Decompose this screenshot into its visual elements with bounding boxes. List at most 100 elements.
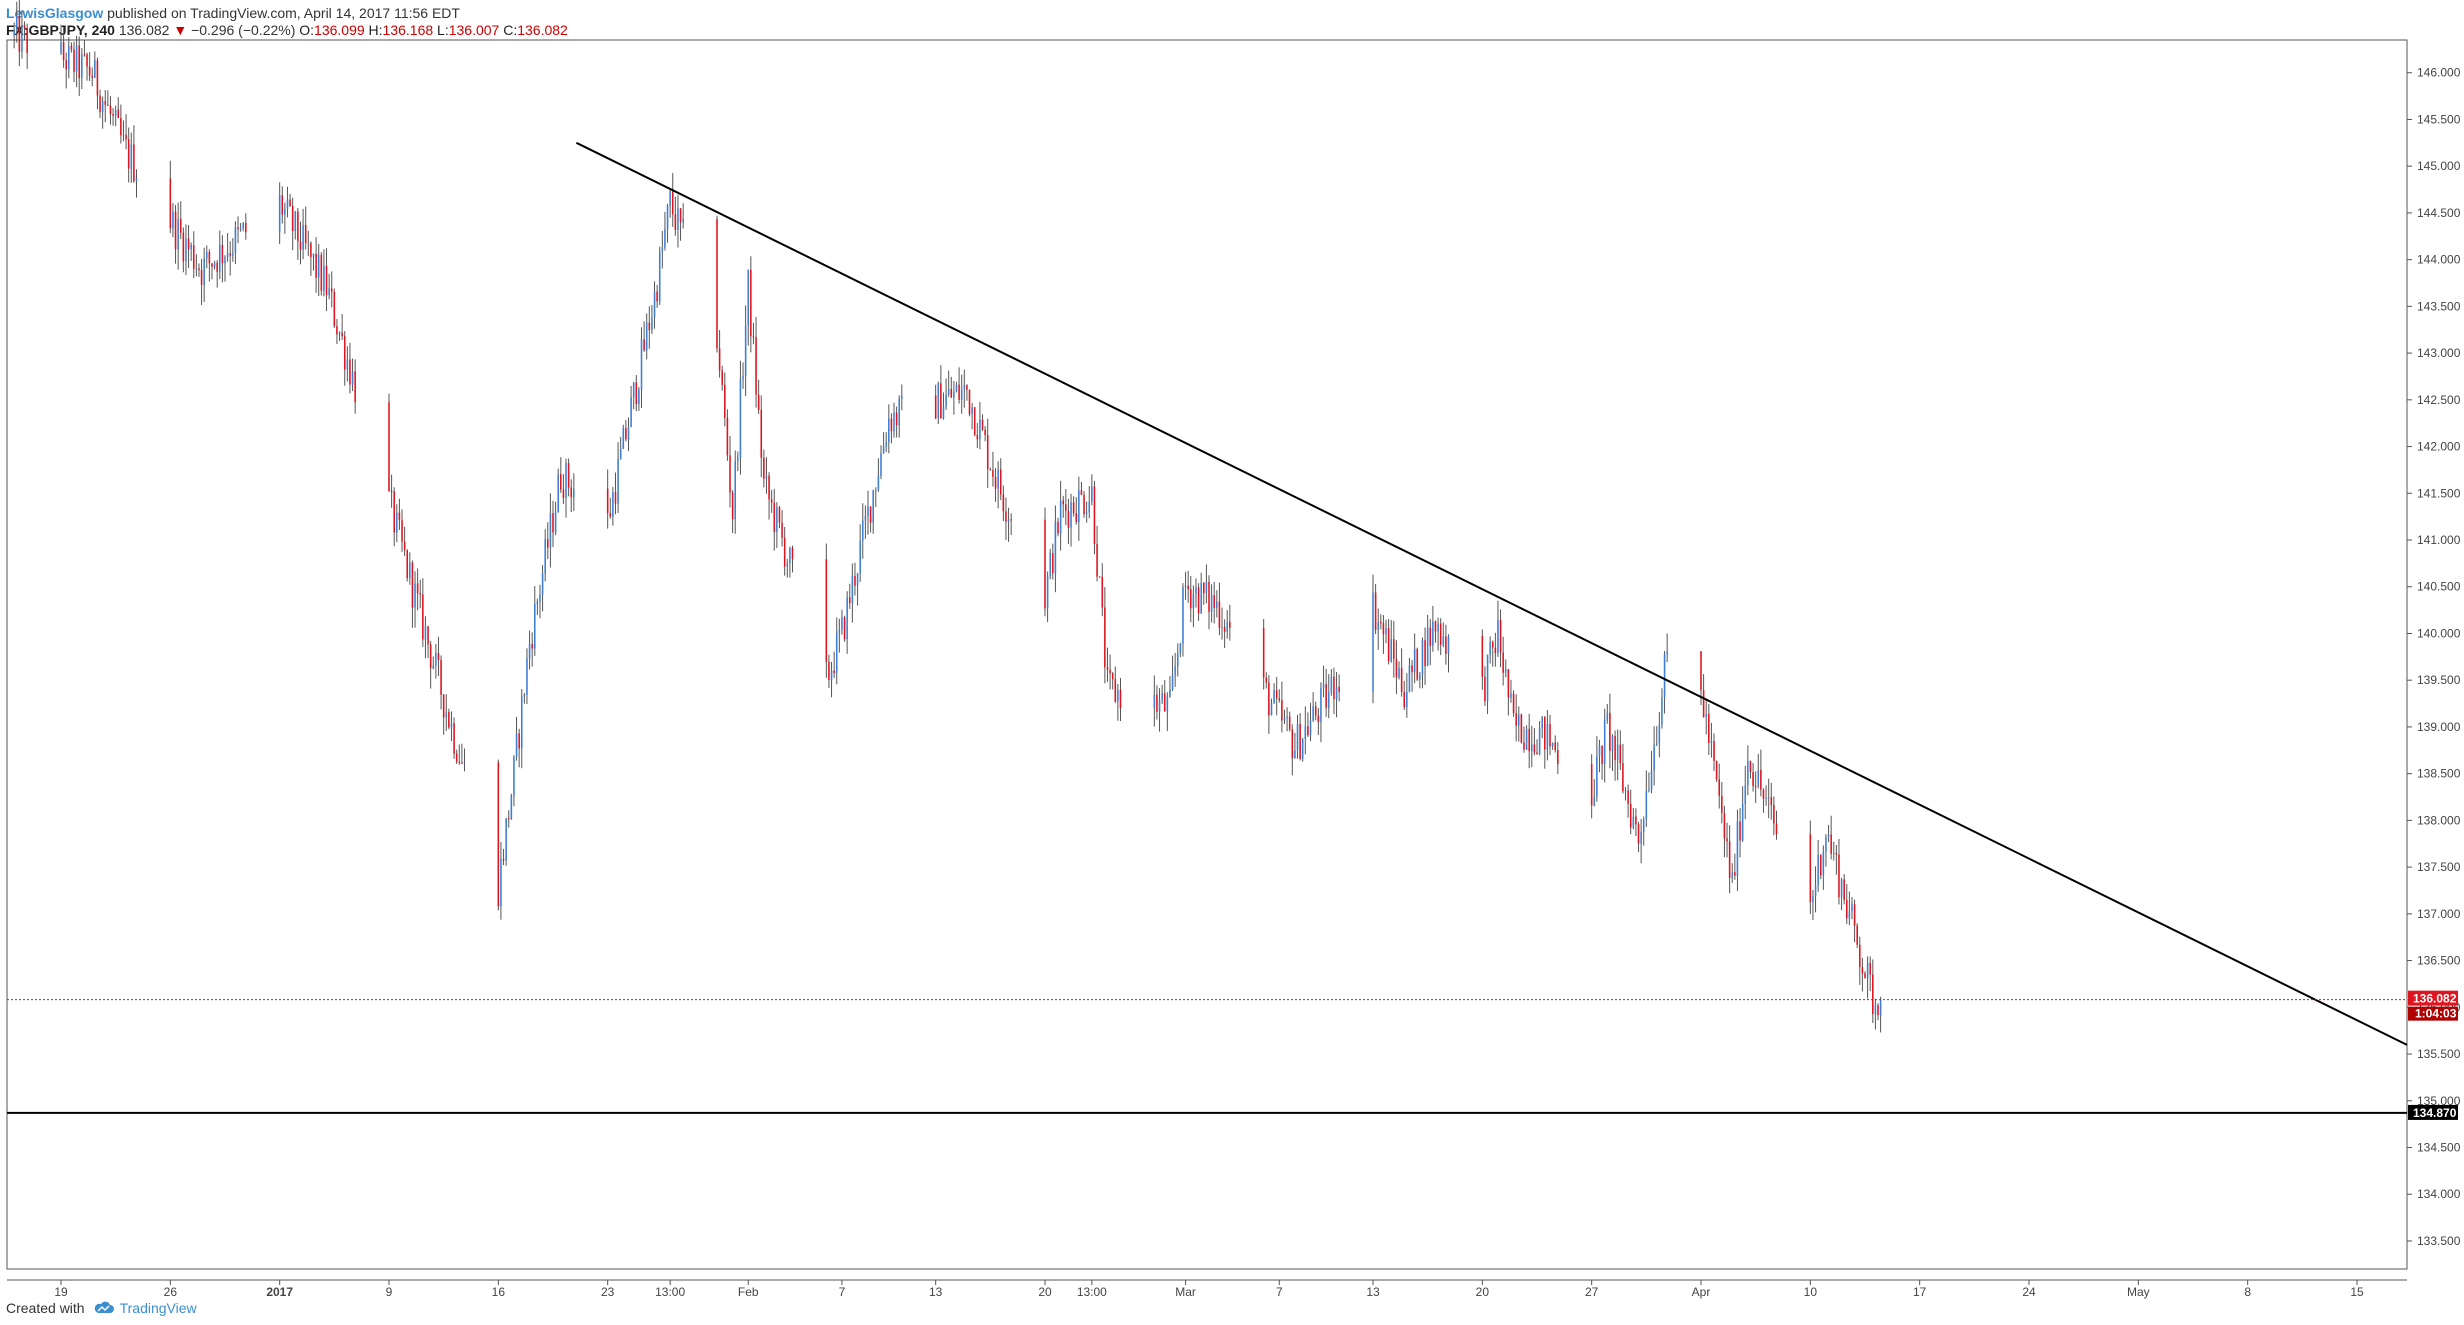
candle-body (1057, 521, 1059, 534)
candle-body (1411, 665, 1413, 673)
y-tick-label: 144.000 (2417, 253, 2461, 267)
x-tick-label: 13:00 (1077, 1285, 1107, 1299)
open-label: O: (299, 22, 315, 38)
candle-body (1494, 647, 1497, 654)
candle-body (1075, 513, 1078, 523)
candle-body (674, 214, 677, 230)
candle-body (234, 227, 237, 254)
candle-body (195, 268, 198, 270)
candle-body (286, 199, 289, 210)
author-link[interactable]: LewisGlasgow (6, 5, 104, 21)
candle-body (1629, 803, 1632, 828)
candle-body (1080, 490, 1083, 495)
descending-trendline[interactable] (575, 141, 2408, 1046)
candle-body (1872, 974, 1874, 1015)
candle-body (1062, 500, 1065, 505)
x-tick-label: 16 (492, 1285, 506, 1299)
candle-body (677, 208, 679, 230)
candle-body (768, 475, 770, 500)
candle-body (411, 562, 414, 608)
y-tick-label: 139.000 (2417, 720, 2461, 734)
candle-body (757, 394, 760, 410)
candle-body (1065, 504, 1067, 511)
candle-body (1085, 512, 1088, 515)
candle-body (526, 658, 528, 695)
x-tick-label: 15 (2350, 1285, 2364, 1299)
candle-body (1718, 779, 1721, 796)
candle-body (1819, 854, 1822, 876)
candle-body (1327, 692, 1330, 708)
y-tick-label: 141.500 (2417, 486, 2461, 500)
candle-body (320, 254, 323, 291)
candle-body (1757, 769, 1760, 787)
candle-body (1728, 841, 1731, 878)
tradingview-brand-link[interactable]: TradingView (93, 1299, 197, 1317)
candle-body (1616, 744, 1619, 761)
candle-body (997, 469, 999, 489)
candle-body (867, 506, 869, 517)
candle-body (1825, 836, 1827, 852)
candle-body (1705, 713, 1707, 717)
candle-body (963, 384, 966, 390)
candle-body (789, 547, 791, 564)
candle-body (224, 257, 226, 264)
candle-body (328, 288, 330, 296)
y-tick-label: 138.000 (2417, 813, 2461, 827)
candle-body (1611, 736, 1614, 751)
symbol-label[interactable]: FX:GBPJPY, 240 (6, 22, 115, 38)
candle-body (221, 244, 224, 264)
candle-body (1182, 587, 1184, 644)
candle-body (630, 396, 632, 428)
candle-body (557, 474, 559, 512)
candle-body (653, 291, 656, 318)
candle-body (1299, 723, 1301, 759)
candle-body (640, 339, 643, 390)
candle-body (1520, 714, 1523, 743)
y-tick-label: 143.500 (2417, 299, 2461, 313)
candle-body (986, 435, 989, 470)
candle-body (393, 491, 395, 533)
candle-body (205, 251, 208, 259)
candle-body (330, 288, 333, 292)
candle-body (1424, 640, 1426, 667)
candle-body (461, 762, 463, 764)
candle-body (281, 195, 284, 215)
candle-body (424, 626, 427, 640)
candle-body (419, 593, 422, 595)
candle-body (1614, 736, 1616, 761)
candle-body (1114, 679, 1117, 702)
candle-body (901, 395, 903, 399)
candle-body (1632, 816, 1635, 828)
candle-body (60, 42, 62, 53)
candle-body (174, 211, 177, 250)
candle-body (1163, 693, 1166, 712)
candle-body (1210, 595, 1213, 612)
candle-body (781, 522, 783, 538)
candle-body (1406, 691, 1408, 708)
y-tick-label: 134.000 (2417, 1187, 2461, 1201)
candle-body (1382, 623, 1385, 635)
candle-body (1281, 700, 1283, 721)
candle-body (1203, 582, 1205, 594)
candle-body (747, 269, 750, 326)
candle-body (851, 575, 854, 604)
candle-body (1754, 786, 1757, 788)
candle-body (114, 109, 117, 116)
candle-body (351, 371, 354, 385)
candle-body (354, 371, 356, 403)
candle-body (289, 199, 291, 207)
candle-body (1708, 713, 1710, 743)
price-axis[interactable]: 133.500134.000134.500135.000135.500136.0… (2407, 66, 2461, 1248)
candle-body (1593, 796, 1596, 806)
candle-body (1072, 502, 1075, 514)
candle-body (1413, 648, 1416, 673)
candle-body (1507, 669, 1510, 698)
candle-body (278, 195, 281, 233)
candle-body (848, 597, 851, 604)
candle-body (1335, 686, 1338, 700)
time-axis[interactable]: 19 26 2017 9 16 23 13:00 Feb 7 13 20 13:00 Mar 7 13 20 2… (54, 1280, 2364, 1299)
candle-body (1200, 582, 1202, 614)
plot-area[interactable] (6, 39, 2408, 1270)
candle-body (315, 253, 317, 278)
